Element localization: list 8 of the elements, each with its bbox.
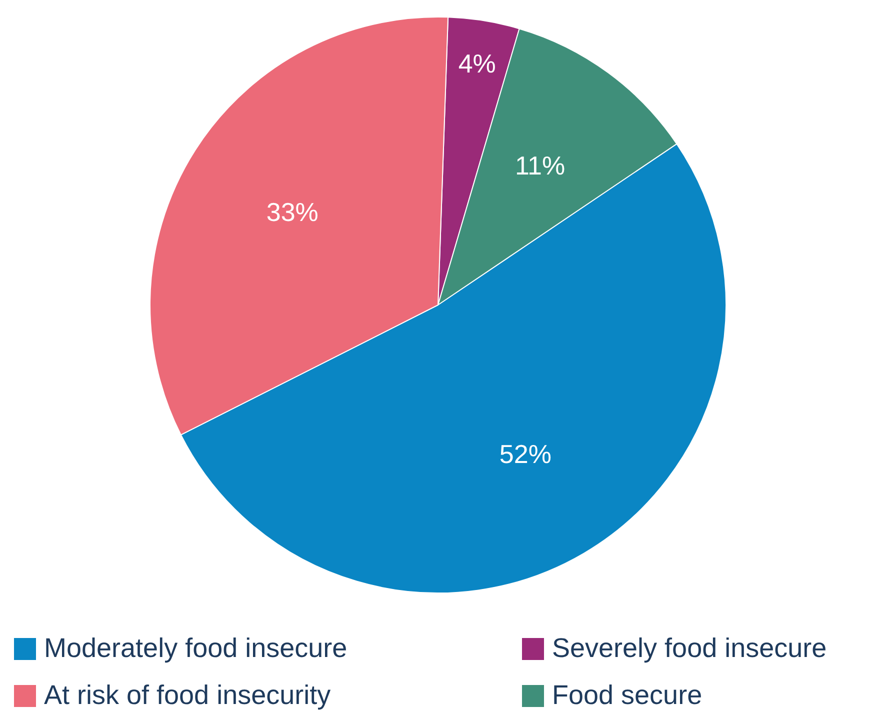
- legend-label: Severely food insecure: [552, 633, 827, 664]
- data-label: 33%: [266, 196, 318, 227]
- legend-label: Food secure: [552, 680, 702, 711]
- legend-label: Moderately food insecure: [44, 633, 348, 664]
- data-label: 11%: [515, 150, 566, 181]
- data-label: 4%: [458, 48, 496, 78]
- legend-label: At risk of food insecurity: [44, 680, 331, 711]
- data-label: 52%: [499, 439, 552, 470]
